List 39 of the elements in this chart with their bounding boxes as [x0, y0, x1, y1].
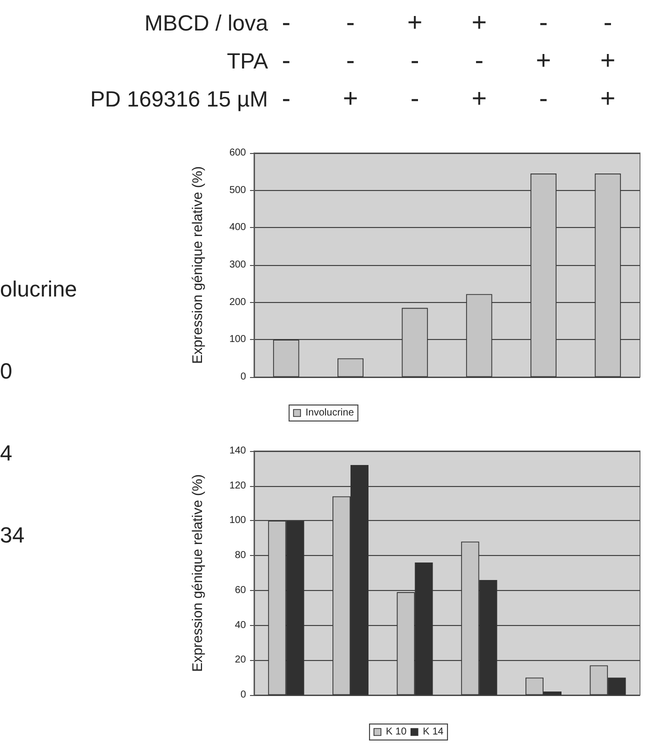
bar	[530, 174, 556, 377]
text: 34	[0, 522, 24, 548]
x-tick-label: + - -	[407, 7, 422, 113]
y-tick-label: 0	[240, 690, 246, 700]
y-tick-label: 100	[229, 515, 246, 526]
y-tick-label: 600	[229, 148, 246, 158]
y-tick-label: 400	[229, 222, 246, 234]
y-tick-label: 120	[229, 480, 246, 492]
y-tick-label: 60	[234, 584, 246, 596]
y-tick-label: 40	[234, 620, 246, 631]
text: olucrine	[0, 276, 78, 302]
text: 4	[0, 440, 12, 466]
legend-label: Involucrine	[306, 408, 354, 418]
text: TPA	[226, 48, 268, 74]
bar	[594, 174, 621, 377]
bar	[402, 308, 428, 377]
bar	[338, 358, 364, 377]
x-tick-label: - + +	[600, 7, 616, 113]
y-tick-label: 20	[234, 654, 246, 666]
y-axis-title: Expression génique relative (%)	[189, 166, 205, 364]
x-tick-label: + - +	[472, 7, 487, 113]
y-tick-label: 200	[229, 296, 246, 308]
text: MBCD / lova	[144, 10, 269, 36]
y-tick-label: 100	[229, 334, 246, 346]
x-tick-label: - - -	[282, 7, 291, 113]
y-tick-label: 140	[229, 446, 246, 456]
legend-label: K 14	[422, 726, 444, 738]
bar	[273, 340, 300, 377]
y-tick-label: 300	[229, 260, 246, 270]
text: 0	[0, 358, 12, 384]
x-tick-label: - - +	[342, 7, 358, 113]
y-tick-label: 500	[229, 184, 246, 196]
text: PD 169316 15 µM	[90, 86, 268, 112]
legend-label: K 10	[386, 726, 407, 738]
y-tick-label: 80	[234, 550, 246, 562]
y-axis-title: Expression génique relative (%)	[189, 474, 205, 672]
bar	[466, 294, 492, 377]
x-tick-label: - + -	[536, 7, 552, 113]
y-tick-label: 0	[240, 372, 246, 382]
